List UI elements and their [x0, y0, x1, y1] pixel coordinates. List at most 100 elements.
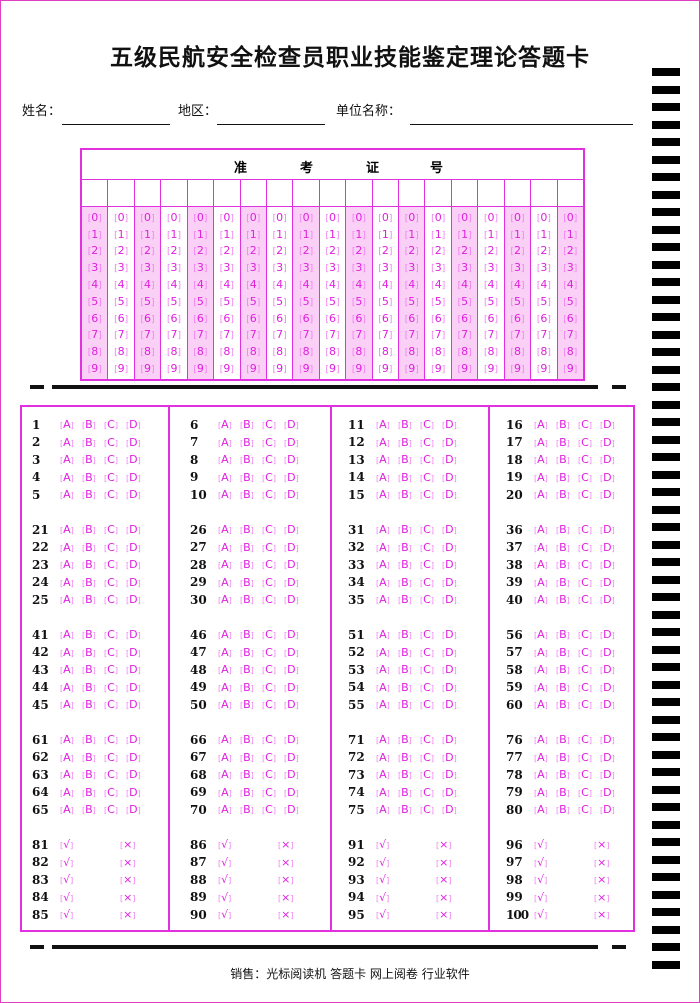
option-bubble[interactable]: [D]	[600, 663, 615, 677]
option-bubble[interactable]: [B]	[82, 540, 96, 554]
option-bubble[interactable]: [C]	[578, 593, 592, 607]
digit-bubble[interactable]: [5]	[114, 294, 129, 308]
option-bubble[interactable]: [A]	[534, 733, 548, 747]
digit-bubble[interactable]: [7]	[87, 328, 102, 342]
option-bubble[interactable]: [D]	[126, 418, 141, 432]
digit-bubble[interactable]: [3]	[457, 261, 472, 275]
option-bubble[interactable]: [B]	[240, 593, 254, 607]
digit-bubble[interactable]: [0]	[140, 210, 155, 224]
option-bubble[interactable]: [B]	[398, 488, 412, 502]
digit-bubble[interactable]: [7]	[431, 328, 446, 342]
option-bubble[interactable]: [×]	[436, 855, 452, 869]
digit-bubble[interactable]: [0]	[536, 210, 551, 224]
option-bubble[interactable]: [B]	[82, 628, 96, 642]
digit-bubble[interactable]: [8]	[140, 345, 155, 359]
option-bubble[interactable]: [C]	[420, 523, 434, 537]
option-bubble[interactable]: [C]	[262, 523, 276, 537]
digit-bubble[interactable]: [9]	[166, 362, 181, 376]
digit-bubble[interactable]: [9]	[431, 362, 446, 376]
option-bubble[interactable]: [C]	[420, 803, 434, 817]
option-bubble[interactable]: [A]	[534, 470, 548, 484]
option-bubble[interactable]: [B]	[556, 698, 570, 712]
option-bubble[interactable]: [C]	[578, 645, 592, 659]
option-bubble[interactable]: [C]	[420, 628, 434, 642]
option-bubble[interactable]: [C]	[104, 523, 118, 537]
option-bubble[interactable]: [C]	[420, 768, 434, 782]
option-bubble[interactable]: [B]	[556, 558, 570, 572]
digit-bubble[interactable]: [7]	[219, 328, 234, 342]
id-write-cell[interactable]	[346, 180, 373, 206]
option-bubble[interactable]: [B]	[556, 645, 570, 659]
option-bubble[interactable]: [D]	[442, 698, 457, 712]
option-bubble[interactable]: [A]	[218, 628, 232, 642]
digit-bubble[interactable]: [2]	[563, 244, 578, 258]
option-bubble[interactable]: [D]	[600, 645, 615, 659]
digit-bubble[interactable]: [0]	[431, 210, 446, 224]
option-bubble[interactable]: [B]	[240, 435, 254, 449]
option-bubble[interactable]: [A]	[376, 663, 390, 677]
digit-bubble[interactable]: [0]	[563, 210, 578, 224]
option-bubble[interactable]: [D]	[284, 680, 299, 694]
digit-bubble[interactable]: [1]	[431, 227, 446, 241]
option-bubble[interactable]: [A]	[534, 523, 548, 537]
option-bubble[interactable]: [A]	[534, 628, 548, 642]
option-bubble[interactable]: [C]	[420, 470, 434, 484]
option-bubble[interactable]: [B]	[556, 435, 570, 449]
option-bubble[interactable]: [D]	[600, 593, 615, 607]
option-bubble[interactable]: [A]	[534, 680, 548, 694]
digit-bubble[interactable]: [6]	[272, 311, 287, 325]
digit-bubble[interactable]: [5]	[87, 294, 102, 308]
option-bubble[interactable]: [C]	[420, 488, 434, 502]
digit-bubble[interactable]: [4]	[510, 278, 525, 292]
option-bubble[interactable]: [A]	[60, 785, 74, 799]
option-bubble[interactable]: [C]	[262, 785, 276, 799]
digit-bubble[interactable]: [1]	[193, 227, 208, 241]
digit-bubble[interactable]: [8]	[378, 345, 393, 359]
digit-bubble[interactable]: [9]	[563, 362, 578, 376]
option-bubble[interactable]: [√]	[376, 890, 390, 904]
digit-bubble[interactable]: [7]	[193, 328, 208, 342]
option-bubble[interactable]: [C]	[420, 645, 434, 659]
option-bubble[interactable]: [A]	[376, 785, 390, 799]
digit-bubble[interactable]: [4]	[536, 278, 551, 292]
digit-bubble[interactable]: [8]	[299, 345, 314, 359]
option-bubble[interactable]: [D]	[126, 680, 141, 694]
option-bubble[interactable]: [A]	[376, 575, 390, 589]
option-bubble[interactable]: [C]	[104, 435, 118, 449]
option-bubble[interactable]: [A]	[534, 663, 548, 677]
option-bubble[interactable]: [A]	[376, 680, 390, 694]
option-bubble[interactable]: [D]	[284, 628, 299, 642]
option-bubble[interactable]: [D]	[600, 488, 615, 502]
digit-bubble[interactable]: [8]	[272, 345, 287, 359]
option-bubble[interactable]: [B]	[398, 785, 412, 799]
digit-bubble[interactable]: [9]	[193, 362, 208, 376]
digit-bubble[interactable]: [4]	[87, 278, 102, 292]
digit-bubble[interactable]: [4]	[431, 278, 446, 292]
option-bubble[interactable]: [×]	[436, 908, 452, 922]
digit-bubble[interactable]: [6]	[166, 311, 181, 325]
option-bubble[interactable]: [A]	[534, 750, 548, 764]
id-write-cell[interactable]	[82, 180, 109, 206]
option-bubble[interactable]: [C]	[420, 540, 434, 554]
digit-bubble[interactable]: [9]	[219, 362, 234, 376]
digit-bubble[interactable]: [9]	[378, 362, 393, 376]
id-write-cell[interactable]	[267, 180, 294, 206]
option-bubble[interactable]: [A]	[376, 645, 390, 659]
option-bubble[interactable]: [A]	[534, 803, 548, 817]
option-bubble[interactable]: [A]	[60, 488, 74, 502]
option-bubble[interactable]: [A]	[376, 470, 390, 484]
option-bubble[interactable]: [A]	[218, 488, 232, 502]
option-bubble[interactable]: [A]	[218, 645, 232, 659]
option-bubble[interactable]: [A]	[60, 803, 74, 817]
option-bubble[interactable]: [B]	[556, 628, 570, 642]
digit-bubble[interactable]: [0]	[246, 210, 261, 224]
option-bubble[interactable]: [A]	[218, 803, 232, 817]
option-bubble[interactable]: [B]	[556, 470, 570, 484]
option-bubble[interactable]: [A]	[534, 435, 548, 449]
option-bubble[interactable]: [D]	[284, 558, 299, 572]
digit-bubble[interactable]: [1]	[299, 227, 314, 241]
option-bubble[interactable]: [B]	[240, 418, 254, 432]
id-write-cell[interactable]	[214, 180, 241, 206]
digit-bubble[interactable]: [2]	[536, 244, 551, 258]
digit-bubble[interactable]: [5]	[272, 294, 287, 308]
